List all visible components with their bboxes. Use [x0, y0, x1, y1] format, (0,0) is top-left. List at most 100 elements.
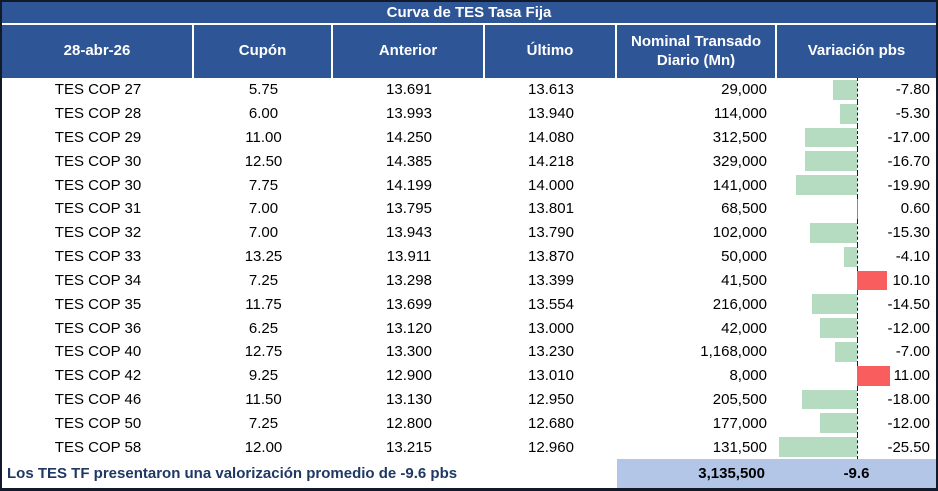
last-rate: 13.870: [528, 248, 574, 266]
table-row: TES COP 30 12.50 14.385 14.218 329,000 -…: [2, 149, 936, 174]
previous-rate: 13.911: [386, 248, 432, 266]
column-header-date: 28-abr-26: [2, 25, 194, 78]
coupon-value: 7.25: [248, 271, 279, 289]
last-rate: 13.801: [528, 200, 574, 218]
table-title: Curva de TES Tasa Fija: [2, 2, 936, 25]
last-rate: 13.399: [528, 271, 574, 289]
variation-cell: -18.00: [777, 387, 936, 412]
table-row: TES COP 28 6.00 13.993 13.940 114,000 -5…: [2, 101, 936, 126]
previous-rate: 14.385: [386, 152, 432, 170]
coupon-value: 13.25: [244, 248, 283, 266]
variation-cell: -4.10: [777, 244, 936, 269]
column-header-cupon: Cupón: [194, 25, 333, 78]
previous-rate: 14.250: [386, 129, 432, 147]
variation-value: -17.00: [887, 129, 930, 147]
last-rate: 12.680: [528, 414, 574, 432]
table-row: TES COP 33 13.25 13.911 13.870 50,000 -4…: [2, 244, 936, 269]
bond-name: TES COP 34: [54, 271, 142, 289]
variation-value: -7.00: [895, 343, 930, 361]
previous-rate: 13.691: [386, 81, 432, 99]
variation-cell: -15.30: [777, 220, 936, 245]
zero-axis-line: [856, 292, 858, 317]
last-rate: 14.218: [528, 152, 574, 170]
variation-bar: [778, 437, 857, 457]
coupon-value: 6.00: [248, 105, 279, 123]
coupon-value: 9.25: [248, 367, 279, 385]
variation-bar: [819, 318, 857, 338]
last-rate: 13.613: [528, 81, 574, 99]
variation-cell: -12.00: [777, 411, 936, 436]
coupon-value: 7.00: [248, 200, 279, 218]
variation-bar: [844, 246, 857, 267]
nominal-traded: 8,000: [729, 367, 767, 385]
coupon-value: 11.50: [245, 390, 282, 408]
coupon-value: 7.25: [248, 414, 279, 432]
bond-name: TES COP 32: [54, 224, 142, 242]
variation-bar: [805, 151, 857, 172]
table-row: TES COP 29 11.00 14.250 14.080 312,500 -…: [2, 125, 936, 150]
nominal-traded: 205,500: [712, 390, 767, 408]
zero-axis-line: [856, 411, 858, 436]
variation-value: -25.50: [887, 438, 930, 456]
nominal-traded: 312,500: [712, 129, 767, 147]
variation-value: -7.80: [895, 81, 930, 99]
last-rate: 13.230: [528, 343, 574, 361]
zero-axis-line: [856, 339, 858, 364]
column-header-variacion: Variación pbs: [807, 42, 906, 60]
footer-note: Los TES TF presentaron una valorización …: [7, 465, 458, 482]
variation-bar: [832, 80, 857, 100]
bond-name: TES COP 31: [54, 200, 142, 218]
variation-bar: [801, 389, 857, 410]
table-row: TES COP 40 12.75 13.300 13.230 1,168,000…: [2, 339, 936, 364]
last-rate: 14.080: [528, 129, 574, 147]
table-row: TES COP 34 7.25 13.298 13.399 41,500 10.…: [2, 268, 936, 293]
coupon-value: 11.75: [245, 295, 282, 313]
nominal-traded: 1,168,000: [700, 343, 767, 361]
previous-rate: 12.900: [386, 367, 432, 385]
previous-rate: 13.993: [386, 105, 432, 123]
previous-rate: 13.699: [386, 295, 432, 313]
nominal-traded: 41,500: [721, 271, 767, 289]
variation-cell: -7.80: [777, 78, 936, 102]
column-header-nominal: Nominal Transado Diario (Mn): [617, 25, 777, 78]
previous-rate: 13.795: [386, 200, 432, 218]
variation-value: -16.70: [887, 152, 930, 170]
table-row: TES COP 58 12.00 13.215 12.960 131,500 -…: [2, 435, 936, 459]
variation-bar: [809, 222, 857, 243]
last-rate: 13.554: [528, 295, 574, 313]
previous-rate: 12.800: [386, 414, 432, 432]
nominal-traded: 50,000: [721, 248, 767, 266]
variation-bar: [840, 103, 857, 124]
zero-axis-line: [856, 244, 858, 269]
variation-value: -5.30: [895, 105, 930, 123]
table-row: TES COP 27 5.75 13.691 13.613 29,000 -7.…: [2, 78, 936, 102]
zero-axis-line: [856, 435, 858, 459]
previous-rate: 13.300: [386, 343, 432, 361]
table-row: TES COP 35 11.75 13.699 13.554 216,000 -…: [2, 292, 936, 317]
variation-cell: 10.10: [777, 268, 936, 293]
table-row: TES COP 32 7.00 13.943 13.790 102,000 -1…: [2, 220, 936, 245]
last-rate: 13.000: [528, 319, 574, 337]
last-rate: 13.940: [528, 105, 574, 123]
variation-cell: -7.00: [777, 339, 936, 364]
coupon-value: 11.00: [245, 129, 282, 147]
last-rate: 13.790: [528, 224, 574, 242]
zero-axis-line: [856, 316, 858, 340]
zero-axis-line: [856, 387, 858, 412]
bond-name: TES COP 50: [54, 414, 142, 432]
nominal-traded: 141,000: [712, 176, 767, 194]
coupon-value: 6.25: [248, 319, 279, 337]
nominal-traded: 131,500: [712, 438, 767, 456]
nominal-traded: 177,000: [712, 414, 767, 432]
column-header-ultimo: Último: [485, 25, 617, 78]
variation-value: 10.10: [892, 271, 930, 289]
table-row: TES COP 50 7.25 12.800 12.680 177,000 -1…: [2, 411, 936, 436]
last-rate: 14.000: [528, 176, 574, 194]
bond-name: TES COP 58: [54, 438, 142, 456]
variation-cell: -19.90: [777, 173, 936, 198]
variation-cell: -16.70: [777, 149, 936, 174]
variation-value: -4.10: [895, 248, 930, 266]
zero-axis-line: [856, 173, 858, 198]
nominal-traded: 42,000: [721, 319, 767, 337]
previous-rate: 13.298: [386, 271, 432, 289]
